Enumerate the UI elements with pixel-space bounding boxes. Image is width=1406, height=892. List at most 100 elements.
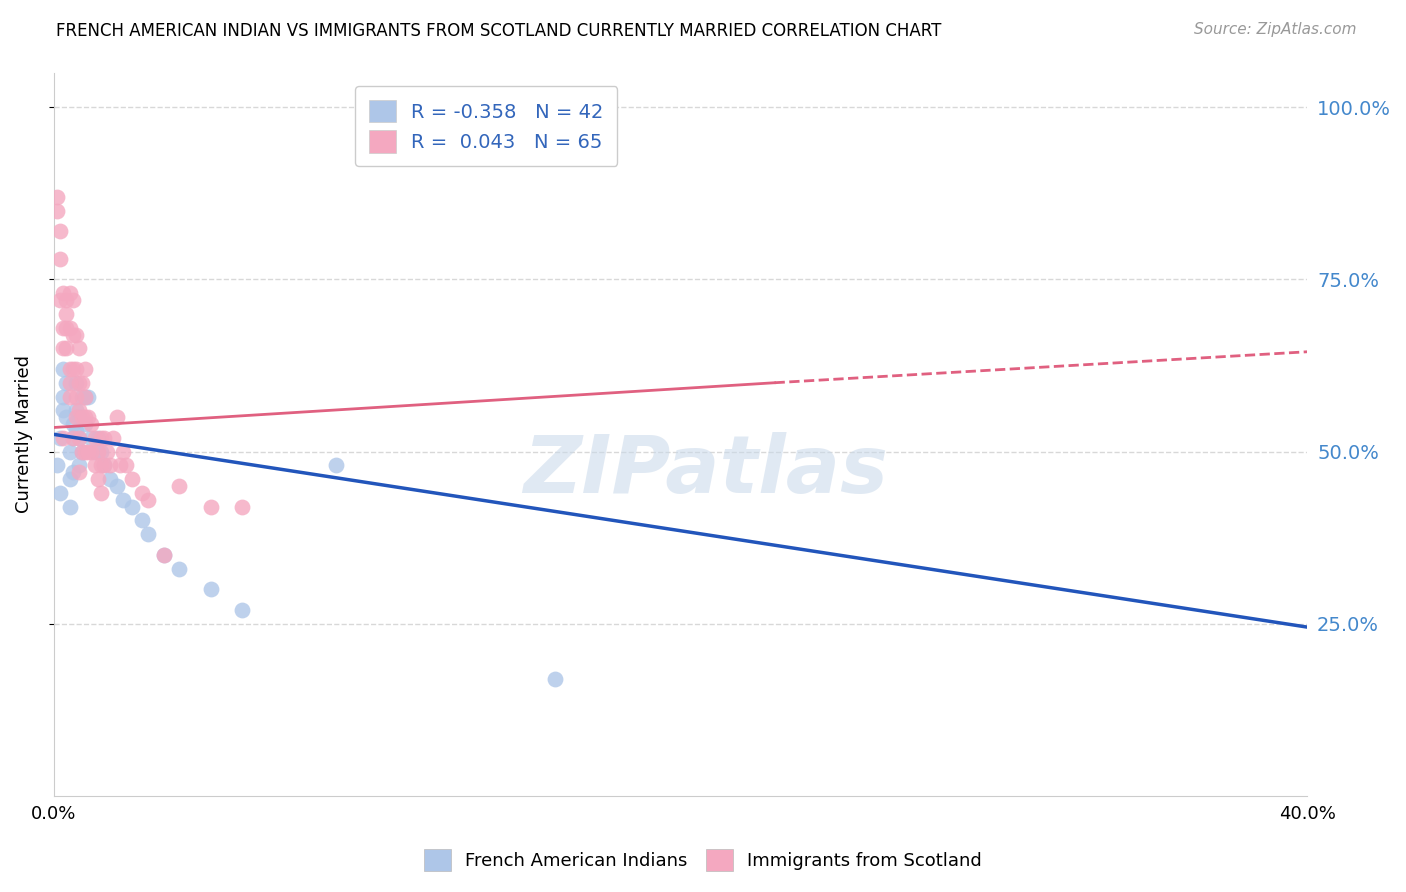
Point [111,492,134,507]
Point [58,444,80,458]
Point [58,500,80,514]
Point [90,444,112,458]
Point [136,492,159,507]
Point [55,293,77,307]
Point [67,410,90,425]
Point [46,203,69,218]
Point [49,486,72,500]
Point [65,403,87,417]
Point [98,458,121,473]
Point [58,286,80,301]
Point [167,479,190,493]
Point [55,307,77,321]
Point [49,252,72,266]
Point [105,410,128,425]
Point [121,472,143,486]
Point [58,320,80,334]
Point [67,403,90,417]
Point [77,390,100,404]
Point [55,410,77,425]
Point [70,390,93,404]
Y-axis label: Currently Married: Currently Married [15,355,32,514]
Point [83,444,105,458]
Point [544,672,567,686]
Point [77,410,100,425]
Point [52,431,75,445]
Point [62,362,84,376]
Point [70,444,93,458]
Point [121,500,143,514]
Text: FRENCH AMERICAN INDIAN VS IMMIGRANTS FROM SCOTLAND CURRENTLY MARRIED CORRELATION: FRENCH AMERICAN INDIAN VS IMMIGRANTS FRO… [56,22,942,40]
Point [96,444,118,458]
Point [80,431,103,445]
Point [58,376,80,390]
Point [67,465,90,479]
Point [231,500,253,514]
Point [131,486,153,500]
Point [200,582,222,597]
Point [86,472,108,486]
Point [200,500,222,514]
Point [115,458,138,473]
Point [86,444,108,458]
Legend: French American Indians, Immigrants from Scotland: French American Indians, Immigrants from… [416,842,990,879]
Point [90,486,112,500]
Point [46,190,69,204]
Point [325,458,347,473]
Point [83,431,105,445]
Point [152,548,174,562]
Point [49,293,72,307]
Text: ZIPatlas: ZIPatlas [523,432,889,509]
Point [167,561,190,575]
Point [52,390,75,404]
Point [62,293,84,307]
Point [58,472,80,486]
Legend: R = -0.358   N = 42, R =  0.043   N = 65: R = -0.358 N = 42, R = 0.043 N = 65 [356,87,617,166]
Point [58,390,80,404]
Point [62,417,84,431]
Point [67,431,90,445]
Point [67,341,90,355]
Point [231,603,253,617]
Point [93,431,115,445]
Point [62,465,84,479]
Point [75,362,97,376]
Point [65,424,87,438]
Point [152,548,174,562]
Point [65,327,87,342]
Point [103,431,125,445]
Point [131,513,153,527]
Point [52,320,75,334]
Point [55,341,77,355]
Point [70,410,93,425]
Point [75,410,97,425]
Point [62,327,84,342]
Point [65,376,87,390]
Text: Source: ZipAtlas.com: Source: ZipAtlas.com [1194,22,1357,37]
Point [52,341,75,355]
Point [80,417,103,431]
Point [75,417,97,431]
Point [70,376,93,390]
Point [75,444,97,458]
Point [52,286,75,301]
Point [52,403,75,417]
Point [108,458,131,473]
Point [75,390,97,404]
Point [93,458,115,473]
Point [93,458,115,473]
Point [49,431,72,445]
Point [90,431,112,445]
Point [90,458,112,473]
Point [80,444,103,458]
Point [67,431,90,445]
Point [111,444,134,458]
Point [65,390,87,404]
Point [62,431,84,445]
Point [86,431,108,445]
Point [77,444,100,458]
Point [83,458,105,473]
Point [49,224,72,238]
Point [105,479,128,493]
Point [75,390,97,404]
